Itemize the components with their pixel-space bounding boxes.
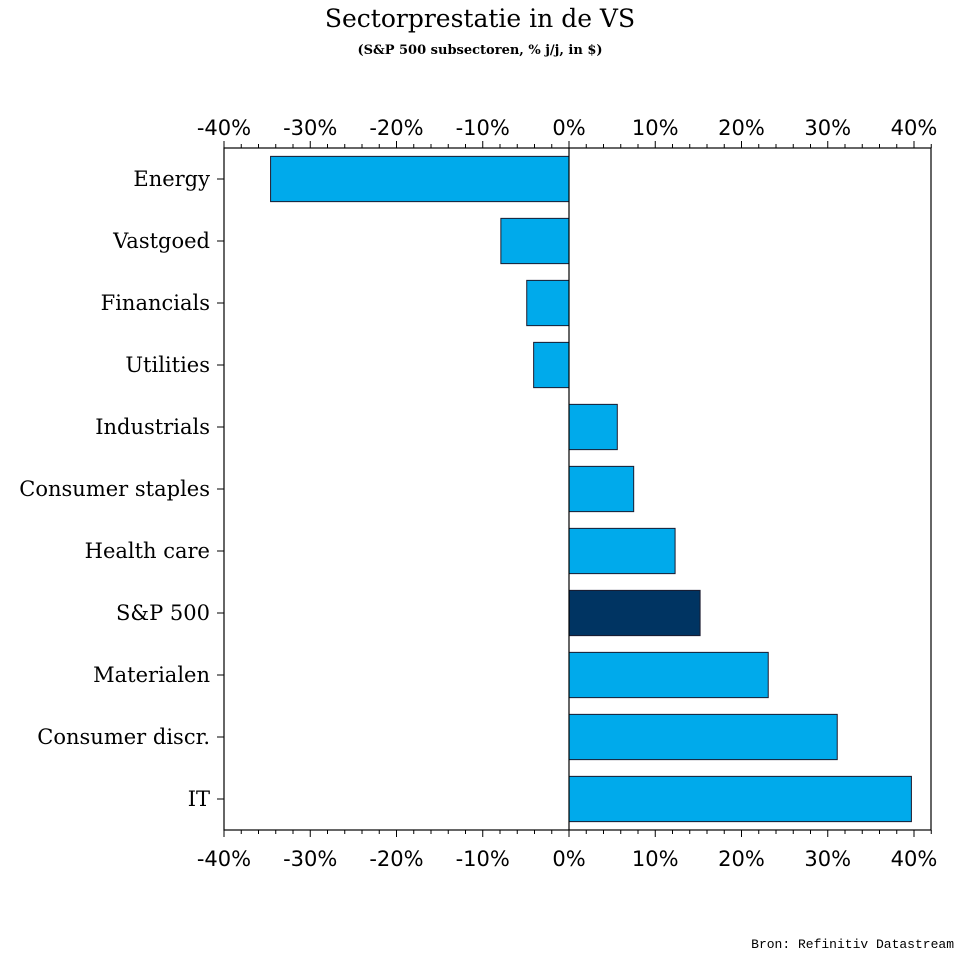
bar-vastgoed bbox=[500, 217, 570, 265]
x-tick-label-top: 10% bbox=[632, 116, 679, 140]
bar-health-care bbox=[568, 527, 676, 575]
x-tick-label-bottom: -10% bbox=[456, 847, 510, 871]
category-label: Health care bbox=[85, 539, 210, 563]
x-tick-label-top: 0% bbox=[552, 116, 585, 140]
chart-title: Sectorprestatie in de VS bbox=[324, 4, 636, 33]
bar-energy bbox=[270, 155, 570, 203]
source-note: Bron: Refinitiv Datastream bbox=[751, 937, 954, 952]
category-label: Financials bbox=[101, 291, 210, 315]
plot-frame bbox=[223, 147, 932, 831]
x-tick-label-bottom: -20% bbox=[369, 847, 423, 871]
bar-consumer-discr bbox=[568, 713, 838, 761]
category-label: IT bbox=[188, 787, 210, 811]
bar-it bbox=[568, 775, 912, 823]
x-tick-label-bottom: -40% bbox=[197, 847, 251, 871]
bar-materialen bbox=[568, 651, 769, 699]
x-tick-label-top: 40% bbox=[891, 116, 938, 140]
bar-financials bbox=[526, 279, 570, 327]
category-label: S&P 500 bbox=[116, 601, 210, 625]
bar-s-p-500 bbox=[568, 589, 701, 637]
x-tick-label-bottom: 10% bbox=[632, 847, 679, 871]
bar-utilities bbox=[533, 341, 570, 389]
x-tick-label-bottom: 20% bbox=[718, 847, 765, 871]
x-tick-label-bottom: 30% bbox=[804, 847, 851, 871]
category-label: Vastgoed bbox=[112, 229, 210, 253]
x-tick-label-top: 30% bbox=[804, 116, 851, 140]
category-label: Industrials bbox=[95, 415, 210, 439]
x-tick-label-top: -40% bbox=[197, 116, 251, 140]
x-tick-label-bottom: -30% bbox=[283, 847, 337, 871]
bar-industrials bbox=[568, 403, 618, 451]
x-tick-label-top: -30% bbox=[283, 116, 337, 140]
x-tick-label-top: -20% bbox=[369, 116, 423, 140]
category-label: Consumer discr. bbox=[37, 725, 210, 749]
category-label: Materialen bbox=[93, 663, 210, 687]
x-tick-label-bottom: 40% bbox=[891, 847, 938, 871]
x-tick-label-top: 20% bbox=[718, 116, 765, 140]
category-label: Utilities bbox=[125, 353, 210, 377]
category-label: Consumer staples bbox=[19, 477, 210, 501]
x-tick-label-top: -10% bbox=[456, 116, 510, 140]
bar-consumer-staples bbox=[568, 465, 635, 513]
chart-subtitle: (S&P 500 subsectoren, % j/j, in $) bbox=[357, 43, 603, 58]
x-tick-label-bottom: 0% bbox=[552, 847, 585, 871]
category-label: Energy bbox=[133, 167, 210, 191]
